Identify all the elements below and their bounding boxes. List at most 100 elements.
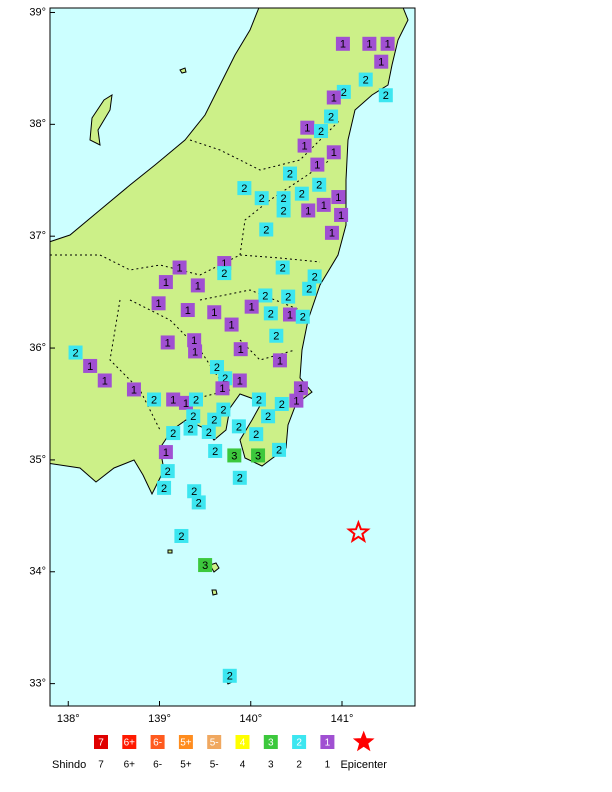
station-intensity: 2 [259,193,265,205]
legend-swatch-label: 1 [325,738,331,749]
legend-label: 3 [268,760,274,771]
station-marker [300,120,315,135]
station: 3 [227,448,242,463]
y-tick-label: 35° [29,454,46,466]
station-intensity: 2 [178,531,184,543]
station-marker [183,421,198,436]
station: 2 [276,191,291,206]
station: 2 [263,306,278,321]
station-marker [158,445,173,460]
station-intensity: 2 [268,308,274,320]
station-intensity: 2 [341,87,347,99]
legend-epicenter [352,730,375,752]
legend-swatch-label: 2 [296,738,302,749]
x-tick-label: 140° [239,713,262,725]
station-marker [334,207,349,222]
station-intensity: 2 [273,331,279,343]
station: 1 [335,36,350,51]
station: 1 [158,275,173,290]
station-intensity: 1 [249,302,255,314]
station-marker [301,203,316,218]
station-marker [224,317,239,332]
station-marker [172,260,187,275]
station: 2 [254,191,269,206]
station-marker [297,138,312,153]
station-marker [237,181,252,196]
station: 1 [207,305,222,320]
station-marker [151,296,166,311]
station: 1 [331,190,346,205]
legend-label: 6- [153,760,162,771]
station-intensity: 1 [191,335,197,347]
station-intensity: 1 [287,309,293,321]
station: 1 [324,225,339,240]
legend-swatch-label: 3 [268,738,274,749]
station: 1 [83,358,98,373]
station-intensity: 2 [241,183,247,195]
legend-swatch [207,735,222,749]
legend-label: 5+ [180,760,192,771]
station-intensity: 1 [335,192,341,204]
legend-label: 7 [98,760,104,771]
station-marker [157,480,172,495]
station: 1 [293,381,308,396]
station-marker [380,36,395,51]
station-marker [97,373,112,388]
station-intensity: 1 [321,200,327,212]
station: 2 [217,266,232,281]
x-tick-label: 138° [57,713,80,725]
station-marker [160,335,175,350]
station-marker [126,382,141,397]
station-intensity: 2 [299,189,305,201]
epicenter-marker [346,519,371,544]
legend-swatch-label: 6+ [124,738,136,749]
station: 2 [222,668,237,683]
station-intensity: 1 [192,346,198,358]
station: 1 [326,145,341,160]
station-marker [263,306,278,321]
station-marker [188,344,203,359]
station: 1 [188,344,203,359]
legend-swatch [150,735,165,749]
station: 2 [160,464,175,479]
station-intensity: 1 [304,123,310,135]
station-marker [160,464,175,479]
station-intensity: 2 [227,671,233,683]
legend-label: 6+ [124,760,136,771]
station-marker [374,54,389,69]
station: 1 [215,381,230,396]
station-marker [83,358,98,373]
station-marker [276,203,291,218]
station-intensity: 2 [253,429,259,441]
station-marker [217,266,232,281]
station: 1 [297,138,312,153]
station-intensity: 1 [385,39,391,51]
station-intensity: 2 [214,362,220,374]
station-intensity: 1 [331,92,337,104]
station-marker [215,381,230,396]
station: 2 [231,419,246,434]
station-marker [282,307,297,322]
station-marker [198,558,213,573]
station-intensity: 2 [222,373,228,385]
station-intensity: 2 [196,497,202,509]
station-marker [207,412,222,427]
station-marker [174,528,189,543]
station-marker [307,269,322,284]
station-marker [302,281,317,296]
station-intensity: 1 [87,361,93,373]
station-marker [232,470,247,485]
station: 1 [97,373,112,388]
station-intensity: 2 [279,399,285,411]
station-intensity: 2 [165,466,171,478]
legend-swatch-label: 6- [153,738,162,749]
station-marker [326,90,341,105]
station: 2 [174,528,189,543]
station-marker [312,177,327,192]
station-marker [222,668,237,683]
station-intensity: 1 [340,39,346,51]
station-intensity: 1 [366,39,372,51]
station-intensity: 2 [312,271,318,283]
station-marker [294,186,309,201]
